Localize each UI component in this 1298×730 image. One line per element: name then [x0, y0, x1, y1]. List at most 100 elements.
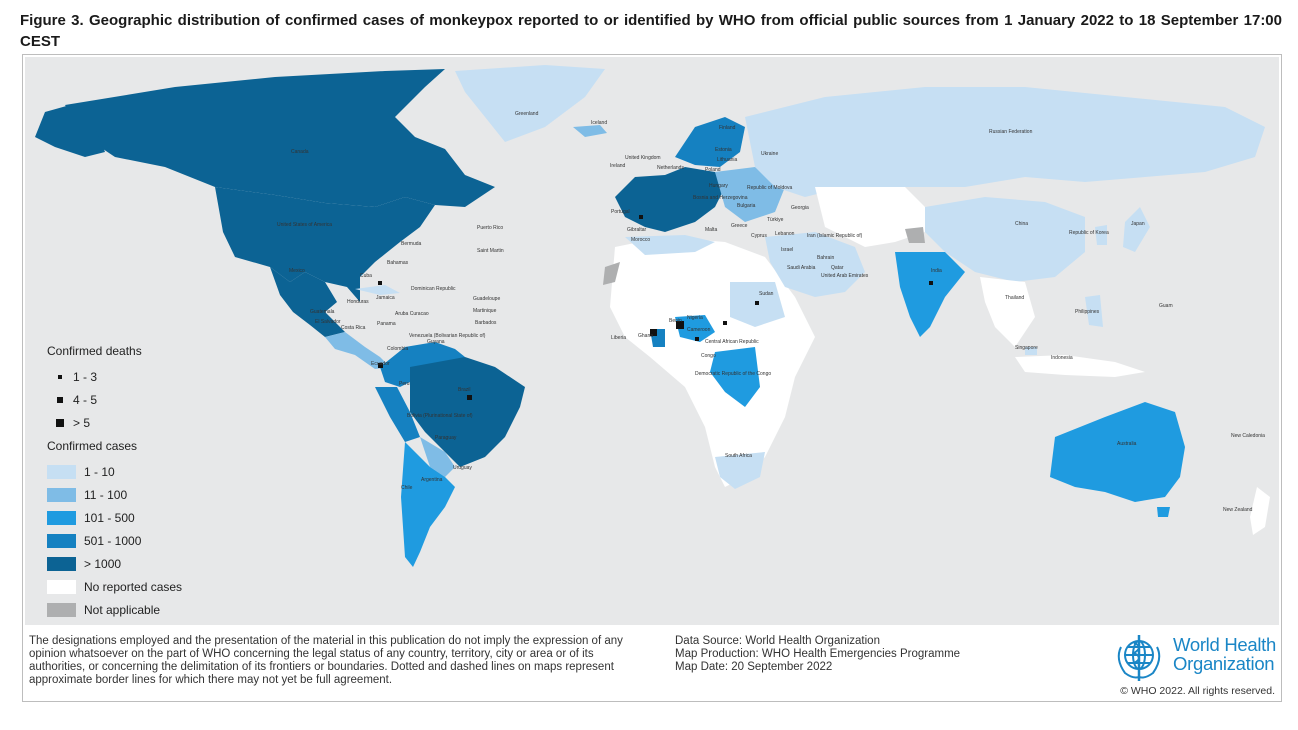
country-philippines[interactable] — [1085, 295, 1103, 327]
label-liberia: Liberia — [611, 335, 626, 341]
label-russia: Russian Federation — [989, 129, 1033, 135]
label-qatar: Qatar — [831, 265, 844, 271]
country-tasmania[interactable] — [1157, 507, 1170, 517]
label-aruba-curacao: Aruba Curacao — [395, 311, 429, 317]
country-southeast-asia[interactable] — [980, 277, 1035, 347]
country-china[interactable] — [925, 197, 1085, 282]
label-cyprus: Cyprus — [751, 233, 767, 239]
country-cuba[interactable] — [355, 285, 400, 295]
death-marker[interactable] — [723, 321, 727, 325]
legend-death-row: > 5 — [47, 411, 247, 434]
country-new-zealand[interactable] — [1250, 487, 1270, 535]
country-canada[interactable] — [65, 69, 495, 207]
country-indonesia[interactable] — [1015, 355, 1145, 377]
label-uae: United Arab Emirates — [821, 273, 869, 279]
country-colombia-venezuela[interactable] — [380, 342, 465, 387]
label-brazil: Brazil — [458, 387, 471, 393]
label-turkiye: Türkiye — [767, 217, 784, 223]
country-mexico[interactable] — [270, 267, 345, 337]
legend-case-row: 11 - 100 — [47, 483, 247, 506]
country-iceland[interactable] — [573, 125, 607, 137]
death-marker[interactable] — [650, 329, 657, 336]
label-bahrain: Bahrain — [817, 255, 834, 261]
label-ghana: Ghana — [638, 333, 653, 339]
label-new-caledonia: New Caledonia — [1231, 433, 1265, 439]
label-korea: Republic of Korea — [1069, 230, 1109, 236]
legend-death-label: 4 - 5 — [73, 392, 98, 407]
country-japan[interactable] — [1123, 207, 1150, 252]
legend-case-label: > 1000 — [84, 556, 122, 571]
label-sudan: Sudan — [759, 291, 774, 297]
legend-case-label: 501 - 1000 — [84, 533, 142, 548]
label-ireland: Ireland — [610, 163, 626, 169]
country-middle-east[interactable] — [765, 232, 865, 297]
country-india[interactable] — [895, 252, 965, 337]
death-marker-large-icon — [56, 418, 64, 427]
country-bolivia-paraguay[interactable] — [420, 437, 455, 477]
country-alaska[interactable] — [35, 105, 105, 157]
legend-case-row: 501 - 1000 — [47, 529, 247, 552]
label-australia: Australia — [1117, 441, 1137, 447]
world-map[interactable]: Greenland Iceland Canada United States o… — [25, 57, 1279, 625]
label-lithuania: Lithuania — [717, 157, 738, 163]
legend-case-label: 11 - 100 — [84, 487, 128, 502]
death-markers — [378, 215, 933, 400]
country-central-asia[interactable] — [815, 187, 925, 247]
country-brazil[interactable] — [410, 357, 525, 467]
death-marker[interactable] — [378, 363, 383, 368]
label-lebanon: Lebanon — [775, 231, 795, 237]
death-marker[interactable] — [695, 337, 699, 341]
label-guam: Guam — [1159, 303, 1173, 309]
country-australia[interactable] — [1050, 402, 1185, 502]
who-name: World Health Organization — [1173, 635, 1276, 673]
who-emblem-icon — [1117, 635, 1161, 681]
label-bulgaria: Bulgaria — [737, 203, 756, 209]
country-scandinavia[interactable] — [675, 117, 745, 167]
label-argentina: Argentina — [421, 477, 443, 483]
country-peru[interactable] — [375, 387, 420, 442]
label-nigeria: Nigeria — [687, 315, 703, 321]
country-usa[interactable] — [215, 187, 435, 302]
country-korea[interactable] — [1095, 225, 1107, 245]
country-greenland[interactable] — [455, 65, 605, 142]
label-saudi-arabia: Saudi Arabia — [787, 265, 816, 271]
data-source-text: Data Source: World Health Organization — [675, 635, 880, 647]
label-cuba: Cuba — [360, 273, 372, 279]
country-east-europe[interactable] — [715, 167, 785, 222]
label-bolivia: Bolivia (Plurinational State of) — [407, 413, 473, 419]
country-nigeria[interactable] — [675, 315, 715, 342]
death-marker[interactable] — [467, 395, 472, 400]
country-drc[interactable] — [710, 347, 760, 407]
legend-swatch — [47, 510, 76, 525]
death-marker[interactable] — [676, 321, 684, 329]
country-north-africa[interactable] — [625, 235, 715, 255]
country-kashmir[interactable] — [905, 227, 925, 243]
legend-case-label: 1 - 10 — [84, 464, 115, 479]
country-singapore[interactable] — [1025, 347, 1037, 355]
country-central-america[interactable] — [325, 332, 390, 369]
country-argentina-chile[interactable] — [401, 442, 455, 567]
country-south-africa[interactable] — [715, 452, 765, 489]
country-russia[interactable] — [745, 87, 1265, 197]
label-car: Central African Republic — [705, 339, 759, 345]
legend-swatch — [47, 556, 76, 571]
label-benin: Benin — [669, 318, 682, 324]
death-marker[interactable] — [378, 281, 382, 285]
label-new-zealand: New Zealand — [1223, 507, 1253, 513]
copyright-text: © WHO 2022. All rights reserved. — [1120, 685, 1275, 697]
death-marker[interactable] — [639, 215, 643, 219]
legend-swatch — [47, 533, 76, 548]
label-singapore: Singapore — [1015, 345, 1038, 351]
country-western-sahara[interactable] — [603, 262, 620, 285]
death-marker[interactable] — [755, 301, 759, 305]
death-marker[interactable] — [929, 281, 933, 285]
legend-swatch — [47, 487, 76, 502]
label-saint-martin: Saint Martin — [477, 248, 504, 254]
label-malta: Malta — [705, 227, 717, 233]
label-bahamas: Bahamas — [387, 260, 409, 266]
world-map-svg: Greenland Iceland Canada United States o… — [35, 65, 1270, 567]
legend-swatch — [47, 579, 76, 594]
label-martinique: Martinique — [473, 308, 497, 314]
label-india: India — [931, 268, 942, 274]
legend-case-row: > 1000 — [47, 552, 247, 575]
